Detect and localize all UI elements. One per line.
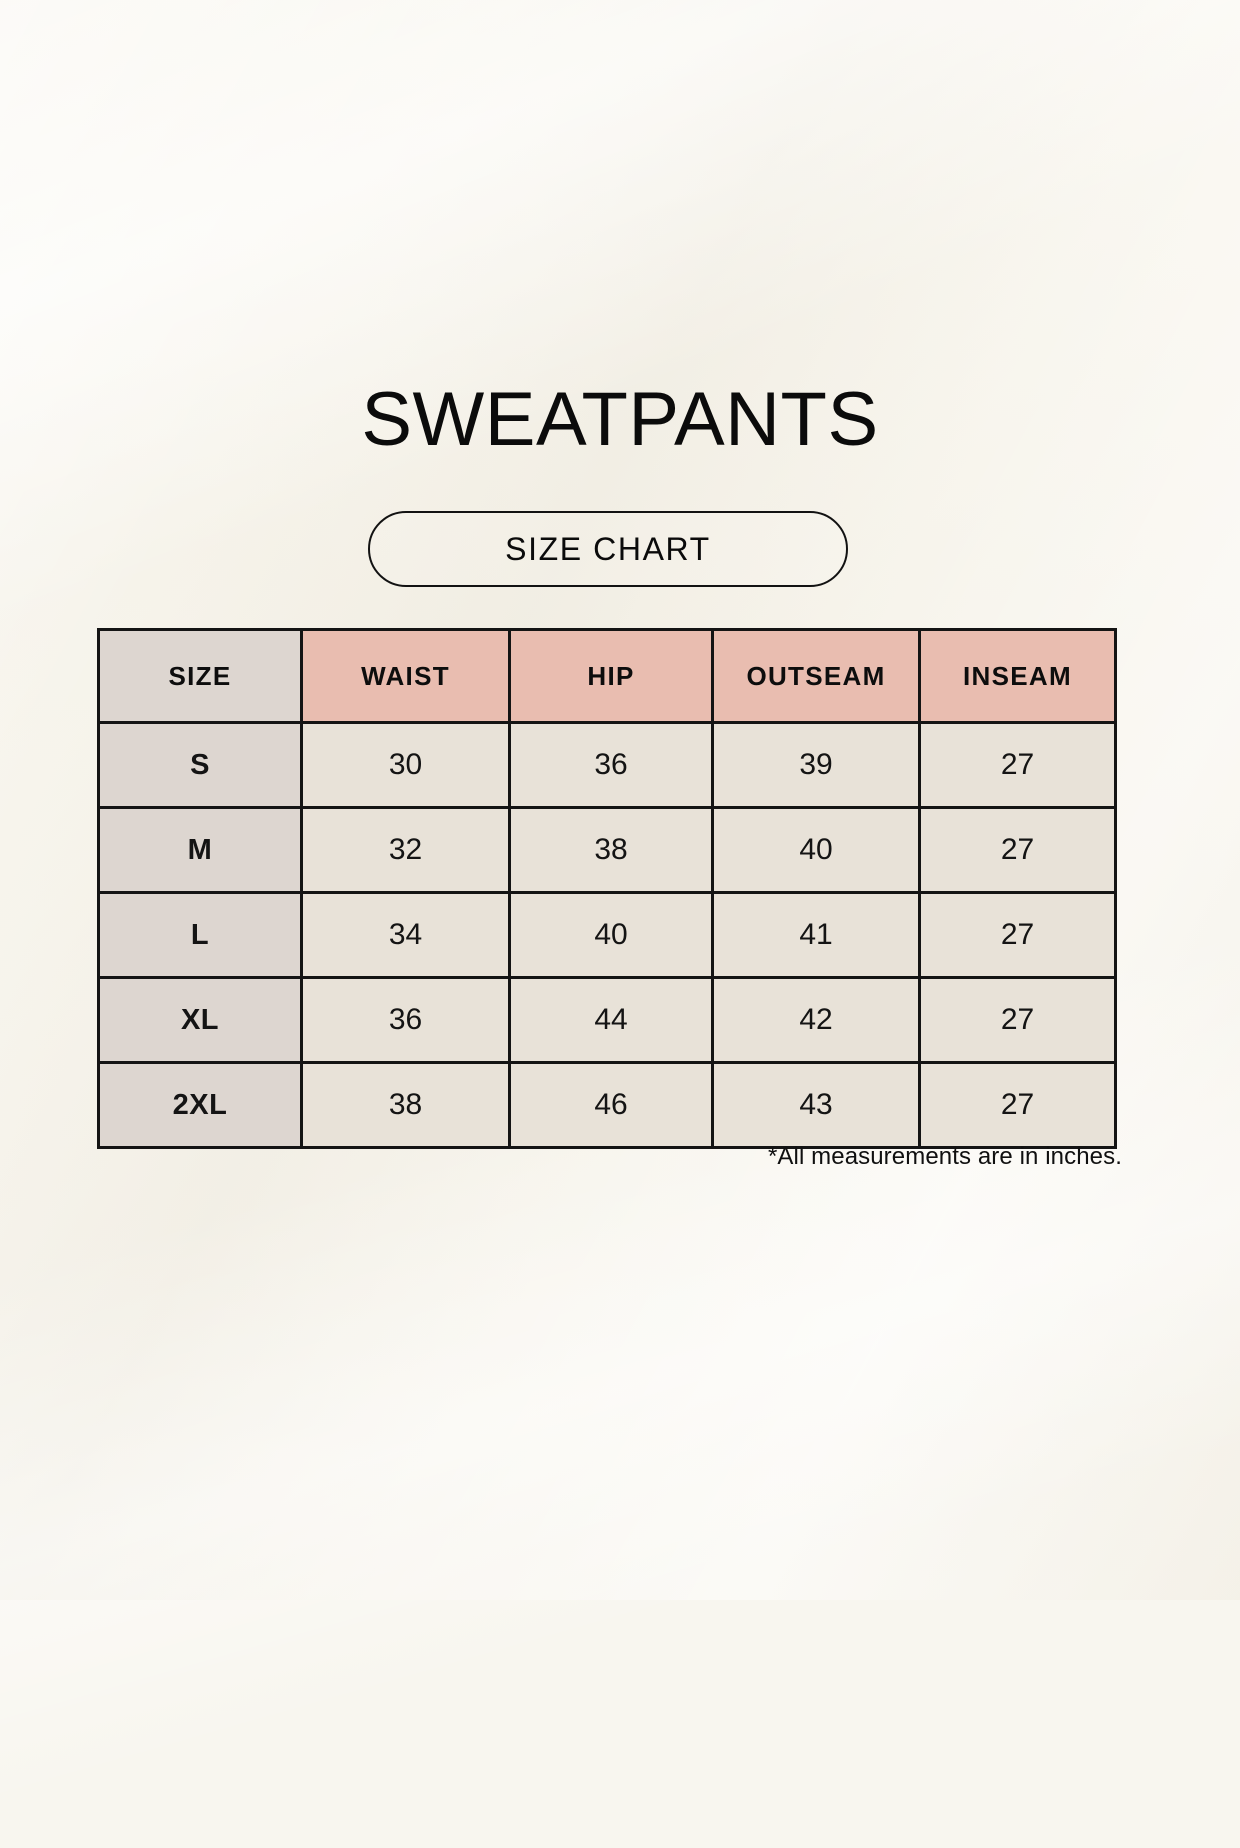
table-body: S 30 36 39 27 M 32 38 40 27 L 34 40 <box>97 721 1117 1149</box>
cell-hip: 38 <box>508 806 714 894</box>
cell-inseam: 27 <box>918 721 1117 809</box>
cell-hip: 40 <box>508 891 714 979</box>
cell-waist: 34 <box>300 891 511 979</box>
cell-size: S <box>97 721 303 809</box>
cell-size: L <box>97 891 303 979</box>
cell-waist: 32 <box>300 806 511 894</box>
column-header-hip: HIP <box>508 628 714 724</box>
table-header: SIZE WAIST HIP OUTSEAM INSEAM <box>97 628 1117 724</box>
cell-inseam: 27 <box>918 976 1117 1064</box>
table-row: XL 36 44 42 27 <box>97 976 1117 1064</box>
size-chart-pill: SIZE CHART <box>368 511 848 587</box>
table-row: M 32 38 40 27 <box>97 806 1117 894</box>
cell-outseam: 42 <box>711 976 921 1064</box>
table-row: S 30 36 39 27 <box>97 721 1117 809</box>
cell-outseam: 40 <box>711 806 921 894</box>
size-chart-pill-label: SIZE CHART <box>505 530 711 567</box>
cell-waist: 38 <box>300 1061 511 1149</box>
measurement-note: *All measurements are in inches. <box>767 1143 1122 1170</box>
cell-hip: 36 <box>508 721 714 809</box>
cell-hip: 44 <box>508 976 714 1064</box>
cell-outseam: 39 <box>711 721 921 809</box>
size-chart-content: SWEATPANTS SIZE CHART SIZE WAIST HIP OUT… <box>97 377 1122 1170</box>
size-table-container: SIZE WAIST HIP OUTSEAM INSEAM S 30 36 39… <box>97 628 1117 1149</box>
cell-outseam: 43 <box>711 1061 921 1149</box>
column-header-inseam: INSEAM <box>918 628 1117 724</box>
cell-inseam: 27 <box>918 806 1117 894</box>
column-header-size: SIZE <box>97 628 303 724</box>
cell-size: XL <box>97 976 303 1064</box>
table-row: 2XL 38 46 43 27 <box>97 1061 1117 1149</box>
size-chart-table: SIZE WAIST HIP OUTSEAM INSEAM S 30 36 39… <box>97 628 1117 1149</box>
table-header-row: SIZE WAIST HIP OUTSEAM INSEAM <box>97 628 1117 724</box>
page-title: SWEATPANTS <box>361 377 879 462</box>
cell-outseam: 41 <box>711 891 921 979</box>
cell-inseam: 27 <box>918 1061 1117 1149</box>
cell-size: M <box>97 806 303 894</box>
cell-size: 2XL <box>97 1061 303 1149</box>
cell-waist: 30 <box>300 721 511 809</box>
column-header-outseam: OUTSEAM <box>711 628 921 724</box>
cell-inseam: 27 <box>918 891 1117 979</box>
column-header-waist: WAIST <box>300 628 511 724</box>
table-row: L 34 40 41 27 <box>97 891 1117 979</box>
cell-waist: 36 <box>300 976 511 1064</box>
cell-hip: 46 <box>508 1061 714 1149</box>
